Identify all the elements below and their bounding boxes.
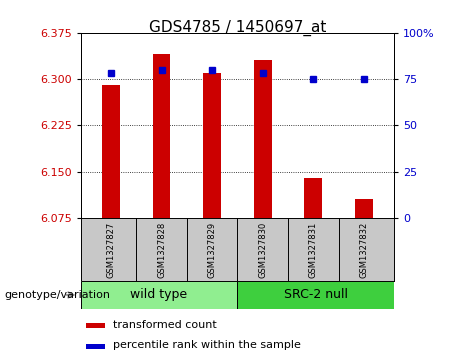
Text: GSM1327827: GSM1327827 [106, 221, 116, 278]
Text: SRC-2 null: SRC-2 null [284, 289, 348, 301]
Text: GDS4785 / 1450697_at: GDS4785 / 1450697_at [149, 20, 326, 36]
FancyBboxPatch shape [81, 281, 237, 309]
Bar [355, 199, 372, 218]
Text: genotype/variation: genotype/variation [5, 290, 111, 300]
Bar [86, 323, 105, 329]
Text: percentile rank within the sample: percentile rank within the sample [112, 340, 301, 350]
Text: GSM1327830: GSM1327830 [258, 221, 267, 278]
Bar [153, 54, 171, 218]
Bar [203, 73, 221, 218]
Text: wild type: wild type [130, 289, 188, 301]
Bar [102, 85, 120, 218]
Bar [304, 178, 322, 218]
Bar [86, 344, 105, 348]
Text: GSM1327831: GSM1327831 [309, 221, 318, 278]
FancyBboxPatch shape [237, 281, 394, 309]
Text: GSM1327832: GSM1327832 [359, 221, 368, 278]
Text: transformed count: transformed count [112, 320, 216, 330]
Text: GSM1327828: GSM1327828 [157, 221, 166, 278]
Bar [254, 60, 272, 218]
Text: GSM1327829: GSM1327829 [207, 221, 217, 278]
